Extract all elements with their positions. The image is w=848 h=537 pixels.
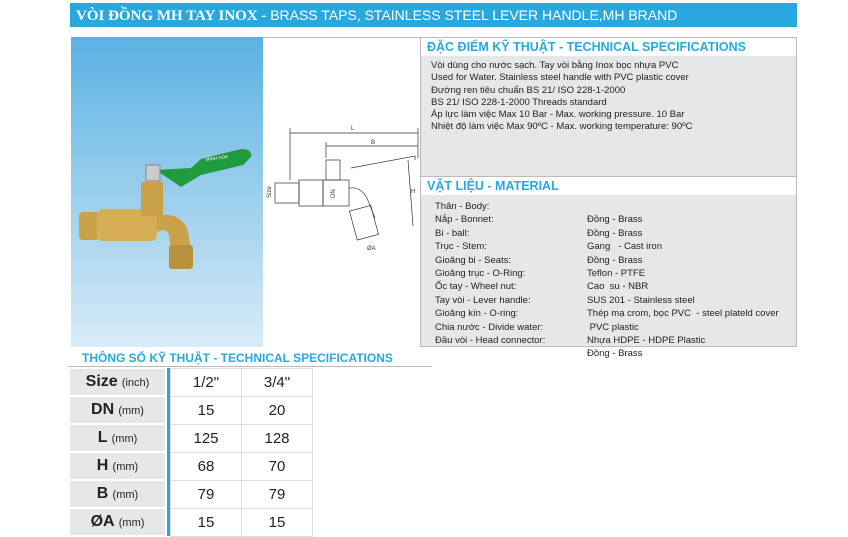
text: Nắp - Bonnet: bbox=[435, 214, 494, 226]
text: 79 bbox=[241, 479, 313, 509]
dim-H: H bbox=[411, 189, 415, 195]
text: ØA bbox=[90, 513, 115, 530]
text: Gang - Cast iron bbox=[587, 241, 662, 253]
dim-L: L bbox=[351, 126, 355, 132]
text: Teflon - PTFE bbox=[587, 268, 646, 280]
text: Size bbox=[85, 373, 118, 390]
specs-list: Vòi dùng cho nước sạch. Tay vòi bằng Ino… bbox=[431, 60, 692, 134]
text: 79 bbox=[170, 479, 242, 509]
text: (mm) bbox=[118, 517, 145, 529]
brass-tap-image: MINH HOA bbox=[79, 149, 252, 269]
dim-a: ØA bbox=[367, 246, 376, 252]
text: Đồng - Brass bbox=[587, 254, 643, 266]
table-row: L (mm) 125 128 bbox=[68, 423, 313, 453]
text: BRASS TAPS, STAINLESS STEEL LEVER HANDLE… bbox=[270, 7, 678, 23]
text: Nhiệt độ làm việc Max 90ºC - Max. workin… bbox=[431, 121, 693, 133]
text: Trục - Stem: bbox=[435, 241, 487, 253]
text: (mm) bbox=[111, 433, 138, 445]
page-title: VÒI ĐỒNG MH TAY INOX - BRASS TAPS, STAIN… bbox=[70, 3, 797, 27]
text: Tay vòi - Lever handle: bbox=[435, 294, 531, 306]
specs-heading: ĐẶC ĐIỂM KỸ THUẬT - TECHNICAL SPECIFICAT… bbox=[421, 38, 796, 56]
text: (mm) bbox=[112, 461, 139, 473]
text: 128 bbox=[241, 423, 313, 453]
text: BS 21/ ISO 228-1-2000 Threads standard bbox=[431, 96, 607, 108]
text: H bbox=[96, 457, 109, 474]
material-heading: VẬT LIỆU - MATERIAL bbox=[421, 176, 796, 195]
table-row: B (mm) 79 79 bbox=[68, 479, 313, 509]
text: SUS 201 - Stainless steel bbox=[587, 294, 695, 306]
text: Gioăng kín - O-ring: bbox=[435, 308, 519, 320]
text: Cao su - NBR bbox=[587, 281, 649, 293]
text: Bi - ball: bbox=[435, 227, 470, 239]
dimension-table: Size (inch) 1/2" 3/4" DN (mm) 15 20 L (mm) 12… bbox=[68, 367, 313, 537]
text: Used for Water. Stainless steel handle w… bbox=[431, 72, 689, 84]
text: 20 bbox=[241, 395, 313, 425]
dim-B: B bbox=[371, 140, 375, 146]
material-values: Đồng - Brass Đồng - Brass Gang - Cast iron… bbox=[587, 200, 779, 374]
text: 15 bbox=[170, 395, 242, 425]
text: Đồng - Brass bbox=[587, 227, 643, 239]
text: Áp lực làm việc Max 10 Bar - Max. workin… bbox=[431, 109, 685, 121]
text: Đầu vòi - Head connector: bbox=[435, 335, 546, 347]
table-heading: THÔNG SỐ KỸ THUẬT - TECHNICAL SPECIFICAT… bbox=[68, 351, 432, 367]
text: 68 bbox=[170, 451, 242, 481]
text: PVC plastic bbox=[587, 321, 639, 333]
text: Vòi dùng cho nước sạch. Tay vòi bằng Ino… bbox=[431, 60, 679, 71]
table-row: Size (inch) 1/2" 3/4" bbox=[68, 367, 313, 397]
text: Gioăng trục - O-Ring: bbox=[435, 268, 526, 280]
dim-dn: DN bbox=[331, 189, 337, 198]
text: Thép mạ crom, bọc PVC - steel plateld co… bbox=[587, 308, 779, 320]
text: VÒI ĐỒNG MH TAY INOX - bbox=[76, 8, 271, 24]
text: 125 bbox=[170, 423, 242, 453]
text: (inch) bbox=[121, 377, 150, 389]
text: Đồng - Brass bbox=[587, 348, 643, 360]
text: Đồng - Brass bbox=[587, 214, 643, 226]
spec-panel: ĐẶC ĐIỂM KỸ THUẬT - TECHNICAL SPECIFICAT… bbox=[420, 37, 797, 359]
text: (mm) bbox=[118, 405, 144, 417]
dim-size: Size bbox=[267, 186, 273, 198]
text: B bbox=[96, 485, 109, 502]
technical-drawing: L B H Size DN ØA bbox=[263, 37, 424, 348]
text: Nhựa HDPE - HDPE Plastic bbox=[587, 335, 706, 347]
text: Đường ren tiêu chuẩn BS 21/ ISO 228-1-20… bbox=[431, 84, 626, 96]
text: (mm) bbox=[112, 489, 139, 501]
text: L bbox=[97, 429, 108, 446]
text: 3/4" bbox=[241, 367, 313, 397]
material-parts: Thân - Body: Nắp - Bonnet: Bi - ball: Trục … bbox=[435, 200, 545, 347]
text: MINH HOA bbox=[205, 154, 228, 162]
text: DN bbox=[91, 401, 115, 418]
product-photo: MINH HOA bbox=[71, 37, 263, 347]
text: Chia nước - Divide water: bbox=[435, 321, 544, 333]
table-row: DN (mm) 15 20 bbox=[68, 395, 313, 425]
text: 70 bbox=[241, 451, 313, 481]
text: Gioăng bi - Seats: bbox=[435, 254, 512, 266]
table-row: H (mm) 68 70 bbox=[68, 451, 313, 481]
text: Thân - Body: bbox=[435, 201, 490, 212]
text: Ốc tay - Wheel nut: bbox=[435, 281, 517, 293]
text: 1/2" bbox=[170, 367, 242, 397]
